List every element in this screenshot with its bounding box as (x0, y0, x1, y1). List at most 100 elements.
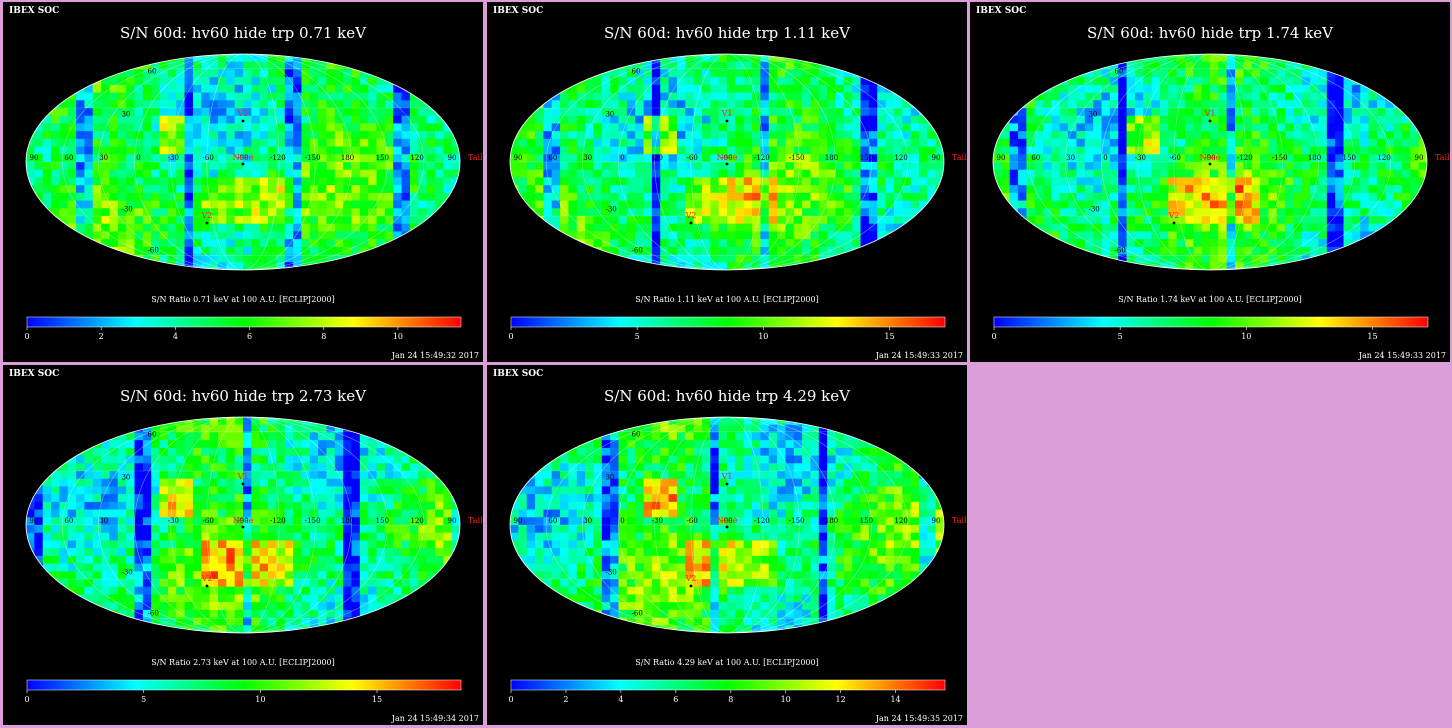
sky-pixel (601, 185, 611, 194)
sky-pixel (868, 216, 878, 225)
sky-pixel (1351, 146, 1361, 155)
sky-pixel (1159, 246, 1169, 255)
sky-pixel (1018, 246, 1027, 255)
sky-pixel (852, 131, 861, 140)
sky-pixel (184, 84, 194, 93)
sky-pixel (802, 69, 811, 78)
sky-pixel (752, 131, 761, 140)
sky-pixel (142, 440, 152, 449)
sky-pixel (1101, 231, 1111, 240)
sky-pixel (1301, 223, 1311, 232)
sky-pixel (1176, 100, 1186, 109)
sky-pixel (1051, 200, 1061, 209)
sky-pixel (276, 131, 286, 140)
sky-pixel (610, 77, 619, 86)
sky-pixel (384, 131, 394, 140)
sky-pixel (785, 61, 795, 70)
sky-pixel (1043, 185, 1052, 194)
sky-pixel (1143, 100, 1152, 109)
sky-pixel (760, 108, 770, 117)
sky-pixel (409, 216, 419, 225)
sky-pixel (434, 231, 444, 240)
sky-pixel (226, 440, 236, 449)
sky-pixel (1226, 254, 1236, 263)
sky-pixel (760, 92, 770, 101)
sky-pixel (401, 200, 411, 209)
sky-pixel (551, 162, 561, 171)
longitude-label: 180 (1308, 154, 1321, 162)
sky-pixel (109, 162, 119, 171)
sky-pixel (301, 146, 311, 155)
sky-pixel (543, 216, 553, 225)
sky-pixel (1335, 239, 1344, 248)
sky-pixel (810, 154, 820, 163)
sky-pixel (810, 169, 820, 178)
sky-pixel (1018, 54, 1027, 63)
sky-pixel (226, 100, 236, 109)
sky-pixel (1059, 246, 1069, 255)
sky-pixel (192, 154, 202, 163)
sky-pixel (535, 200, 544, 209)
sky-pixel (626, 138, 636, 147)
sky-pixel (685, 84, 695, 93)
sky-pixel (593, 200, 603, 209)
sky-pixel (1193, 216, 1203, 225)
sky-pixel (1134, 192, 1144, 201)
sky-pixel (576, 177, 586, 186)
sky-pixel (818, 115, 828, 124)
sky-pixel (184, 100, 194, 109)
sky-pixel (209, 208, 219, 217)
sky-pixel (151, 162, 160, 171)
sky-pixel (735, 92, 745, 101)
sky-pixel (176, 108, 185, 117)
sky-pixel (835, 246, 845, 255)
sky-pixel (1326, 231, 1336, 240)
sky-pixel (42, 254, 52, 263)
sky-pixel (1260, 223, 1269, 232)
sky-pixel (176, 123, 185, 132)
sky-pixel (1093, 223, 1102, 232)
sky-pixel (443, 146, 453, 155)
sky-pixel (1376, 92, 1386, 101)
sky-pixel (685, 108, 695, 117)
sky-pixel (1051, 61, 1061, 70)
sky-pixel (293, 169, 302, 178)
sky-pixel (268, 115, 277, 124)
sky-pixel (1401, 77, 1411, 86)
sky-pixel (201, 417, 211, 426)
sky-pixel (1235, 138, 1244, 147)
sky-pixel (626, 231, 636, 240)
sky-pixel (334, 432, 344, 441)
sky-pixel (34, 216, 44, 225)
sky-pixel (1076, 138, 1086, 147)
sky-pixel (827, 231, 836, 240)
sky-pixel (443, 223, 453, 232)
sky-pixel (810, 177, 820, 186)
sky-pixel (585, 231, 594, 240)
sky-pixel (1176, 239, 1186, 248)
sky-pixel (167, 471, 177, 480)
sky-pixel (1368, 254, 1378, 263)
sky-pixel (1418, 169, 1427, 178)
sky-pixel (651, 100, 661, 109)
sky-pixel (326, 177, 336, 186)
sky-pixel (343, 231, 352, 240)
longitude-label: 120 (410, 154, 423, 162)
sky-pixel (293, 69, 302, 78)
sky-pixel (1335, 115, 1344, 124)
sky-pixel (1318, 254, 1328, 263)
sky-pixel (902, 146, 912, 155)
sky-pixel (1226, 262, 1236, 270)
sky-pixel (343, 208, 352, 217)
sky-pixel (26, 455, 35, 464)
sky-pixel (251, 84, 261, 93)
sky-pixel (835, 239, 845, 248)
sky-pixel (935, 239, 944, 248)
sky-pixel (151, 223, 160, 232)
sky-pixel (685, 92, 695, 101)
sky-pixel (384, 478, 394, 487)
sky-pixel (1034, 262, 1044, 270)
sky-pixel (1184, 61, 1194, 70)
sky-pixel (393, 100, 402, 109)
sky-pixel (777, 200, 786, 209)
